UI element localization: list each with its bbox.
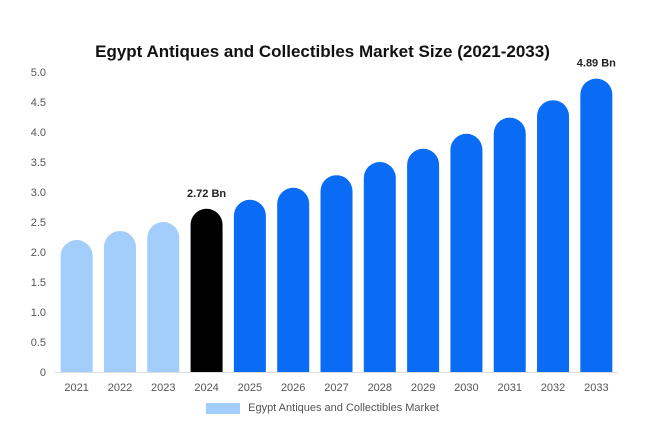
bar-2026 [277, 187, 310, 372]
y-tick-label: 1.0 [31, 307, 46, 319]
x-tick-label: 2021 [64, 382, 88, 394]
x-tick-label: 2031 [497, 382, 521, 394]
bar-2029 [407, 148, 440, 372]
y-tick-label: 2.0 [31, 247, 46, 259]
bar-2025 [233, 199, 266, 372]
x-tick-label: 2022 [108, 382, 132, 394]
chart-title: Egypt Antiques and Collectibles Market S… [95, 42, 550, 61]
y-tick-label: 3.5 [31, 157, 46, 169]
x-tick-label: 2027 [324, 382, 348, 394]
y-tick-label: 5.0 [31, 67, 46, 79]
x-tick-label: 2025 [238, 382, 262, 394]
data-label-2024: 2.72 Bn [187, 188, 226, 200]
bar-2023 [147, 222, 180, 372]
bar-2030 [450, 133, 483, 372]
y-tick-label: 2.5 [31, 217, 46, 229]
legend: Egypt Antiques and Collectibles Market [0, 402, 645, 414]
bar-2033 [580, 78, 613, 372]
y-tick-label: 1.5 [31, 277, 46, 289]
bar-2031 [493, 117, 526, 372]
y-tick-label: 0.5 [31, 337, 46, 349]
x-tick-label: 2023 [151, 382, 175, 394]
legend-label: Egypt Antiques and Collectibles Market [248, 402, 439, 414]
data-label-2033: 4.89 Bn [577, 58, 616, 70]
x-tick-label: 2033 [584, 382, 608, 394]
x-tick-label: 2029 [411, 382, 435, 394]
bar-2032 [537, 100, 570, 372]
x-tick-label: 2026 [281, 382, 305, 394]
x-tick-label: 2024 [194, 382, 218, 394]
bar-2024 [190, 208, 223, 372]
x-tick-label: 2028 [368, 382, 392, 394]
x-tick-label: 2030 [454, 382, 478, 394]
bar-2022 [103, 231, 136, 372]
x-tick-label: 2032 [541, 382, 565, 394]
y-tick-label: 4.5 [31, 97, 46, 109]
bar-2021 [60, 240, 93, 372]
y-tick-label: 4.0 [31, 127, 46, 139]
bar-2028 [363, 162, 396, 372]
legend-swatch [206, 402, 241, 414]
y-tick-label: 3.0 [31, 187, 46, 199]
bar-2027 [320, 175, 353, 372]
y-tick-label: 0 [40, 367, 46, 379]
